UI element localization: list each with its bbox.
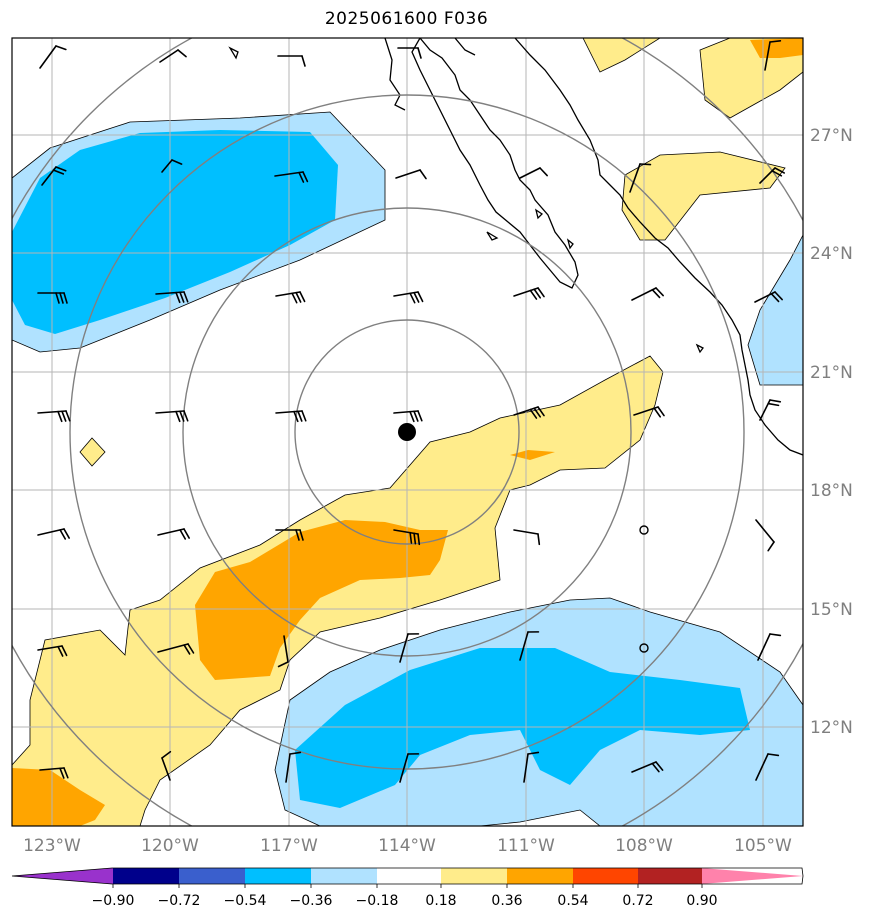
wind-barb: [513, 406, 545, 419]
wind-barb: [393, 410, 423, 423]
wind-barb: [275, 529, 304, 541]
wind-barb: [277, 635, 289, 668]
wind-barb: [39, 767, 69, 779]
colorbar-segment: [179, 868, 245, 884]
colorbar-tick-label: −0.72: [158, 893, 201, 909]
lon-label: 120°W: [141, 836, 199, 856]
wind-barb: [274, 171, 309, 183]
wind-barb: [155, 291, 189, 304]
wind-barb: [277, 55, 306, 67]
colorbar-segment: [245, 868, 311, 884]
wind-barb: [155, 410, 189, 423]
colorbar-segment: [573, 868, 638, 884]
wind-barb: [759, 167, 785, 184]
colorbar-segment: [12, 868, 113, 884]
wind-barb: [39, 45, 67, 69]
wind-barb: [633, 406, 665, 418]
plot-title: 2025061600 F036: [324, 9, 489, 29]
wind-barb: [754, 291, 783, 303]
wind-barb: [41, 166, 67, 186]
map-area: [12, 38, 803, 826]
colorbar-segment: [377, 868, 441, 884]
colorbar-tick-label: 0.18: [425, 893, 456, 909]
wind-barb: [399, 633, 420, 663]
lon-label: 117°W: [260, 836, 318, 856]
lon-label: 108°W: [615, 836, 673, 856]
wind-barb: [393, 529, 421, 546]
wind-barb: [37, 292, 68, 304]
wind-barb: [629, 163, 652, 193]
colorbar: −0.90 −0.72 −0.54 −0.36 −0.18 0.18 0.36 0.54 0.7…: [11, 867, 804, 909]
wind-barb: [399, 753, 420, 783]
wind-barb: [764, 40, 782, 71]
wind-barb: [755, 753, 780, 781]
wind-barb: [37, 410, 71, 423]
wind-barb: [159, 49, 187, 63]
wind-barb: [397, 47, 422, 59]
wind-barb: [275, 410, 307, 423]
wind-barb: [631, 761, 664, 773]
lon-label: 114°W: [378, 836, 436, 856]
colorbar-segment: [638, 868, 702, 884]
colorbar-segment: [113, 868, 179, 884]
wind-barb: [631, 287, 664, 301]
wind-barb: [755, 519, 775, 552]
lat-label: 24°N: [810, 244, 853, 264]
wind-barb: [285, 751, 302, 783]
wind-barb: [523, 751, 540, 783]
wind-barb: [513, 287, 545, 300]
wind-barb: [275, 291, 306, 304]
colorbar-tick-label: 0.54: [557, 893, 588, 909]
wind-barb: [757, 633, 782, 661]
lon-label: 105°W: [734, 836, 792, 856]
colorbar-segment: [507, 868, 573, 884]
colorbar-tick-label: −0.18: [356, 893, 399, 909]
lat-label: 27°N: [810, 126, 853, 146]
lat-label: 18°N: [810, 481, 853, 501]
colorbar-segment: [311, 868, 377, 884]
graticule: [12, 38, 803, 826]
colorbar-segment: [441, 868, 507, 884]
wind-barb: [393, 291, 424, 304]
lon-label: 111°W: [497, 836, 555, 856]
wind-barb: [157, 643, 195, 655]
storm-center-marker: [398, 423, 416, 441]
wind-barb: [519, 631, 540, 661]
wind-barb: [759, 399, 782, 421]
latitude-labels: 27°N 24°N 21°N 18°N 15°N 12°N: [810, 126, 853, 738]
colorbar-segment: [701, 868, 803, 884]
wind-barb: [395, 169, 427, 180]
wind-barb: [157, 528, 190, 540]
wind-barb: [519, 167, 548, 179]
colorbar-tick-label: −0.54: [224, 893, 267, 909]
wind-barb: [37, 645, 68, 657]
longitude-labels: 123°W 120°W 117°W 114°W 111°W 108°W 105°W: [23, 836, 792, 856]
coastline: [228, 38, 803, 456]
lon-label: 123°W: [23, 836, 81, 856]
colorbar-tick-label: 0.72: [622, 893, 653, 909]
range-rings: [12, 38, 803, 826]
lat-label: 12°N: [810, 718, 853, 738]
lat-label: 15°N: [810, 600, 853, 620]
map-frame: [11, 37, 804, 827]
wind-barbs: [37, 40, 785, 783]
colorbar-tick-label: 0.36: [491, 893, 522, 909]
wind-barb: [513, 529, 541, 546]
anomaly-fill-blue: [12, 130, 750, 808]
calm-wind-markers: [639, 525, 649, 653]
colorbar-tick-label: 0.90: [686, 893, 717, 909]
colorbar-tick-label: −0.36: [290, 893, 333, 909]
wind-barb: [161, 750, 172, 781]
lat-label: 21°N: [810, 363, 853, 383]
wind-barb: [37, 528, 70, 540]
wind-barb: [161, 159, 183, 173]
colorbar-tick-label: −0.90: [92, 893, 135, 909]
